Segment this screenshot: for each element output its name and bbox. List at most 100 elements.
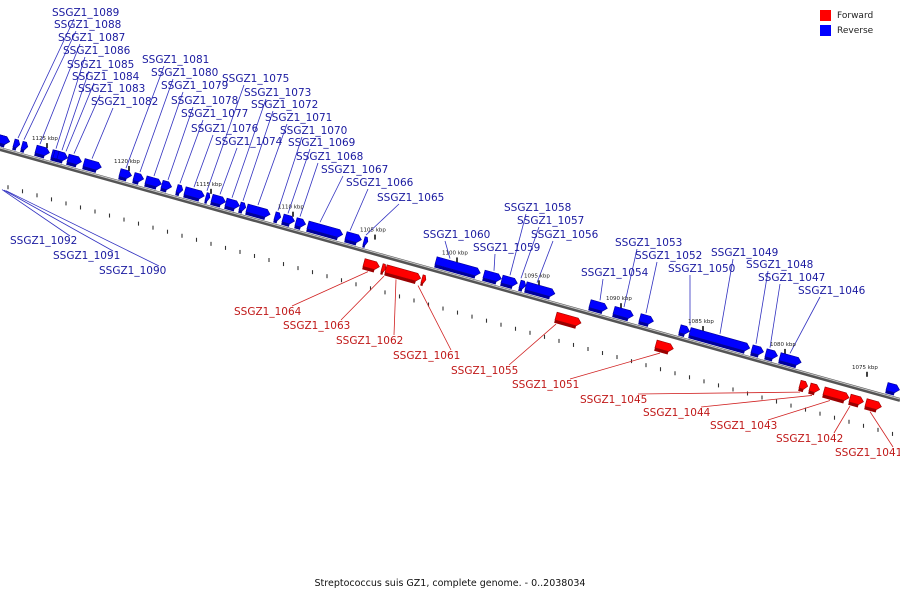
gene-arrow-ssgz1_1057 (518, 279, 527, 292)
leader-line (3, 189, 114, 252)
gene-label-ssgz1_1086: SSGZ1_1086 (63, 45, 131, 57)
gene-track (0, 134, 900, 413)
gene-shadow (678, 332, 685, 337)
leader-line (789, 296, 821, 354)
gene-shadow (848, 401, 859, 408)
gene-shadow (12, 146, 17, 151)
gene-label-ssgz1_1075: SSGZ1_1075 (222, 73, 289, 85)
gene-arrow-ssgz1_1087 (34, 144, 50, 159)
gene-arrow-ssgz1_1049 (688, 327, 751, 354)
gene-body (66, 153, 82, 165)
gene-label-ssgz1_1065: SSGZ1_1065 (377, 192, 444, 204)
gene-shadow (183, 194, 200, 202)
gene-arrow-ssgz1_1059 (482, 269, 502, 285)
tick-label: 1080 kbp (770, 342, 796, 348)
leader-line (242, 110, 274, 201)
gene-arrow-ssgz1_1078 (160, 179, 173, 193)
tick-label: 1120 kbp (114, 159, 140, 165)
gene-body (554, 311, 582, 327)
gene-shadow (612, 314, 629, 322)
leader-line (291, 271, 369, 307)
gene-arrow-ssgz1_1042 (848, 393, 864, 408)
gene-shadow (518, 287, 523, 292)
gene-label-ssgz1_1068: SSGZ1_1068 (296, 151, 363, 163)
gene-label-ssgz1_1061: SSGZ1_1061 (393, 350, 460, 362)
leader-line (193, 134, 214, 188)
leader-line (299, 162, 319, 217)
gene-body (144, 175, 162, 188)
gene-label-ssgz1_1080: SSGZ1_1080 (151, 67, 218, 79)
gene-shadow (344, 239, 357, 246)
gene-label-ssgz1_1056: SSGZ1_1056 (531, 229, 599, 241)
leader-line (536, 240, 554, 283)
legend: Forward Reverse (820, 8, 900, 38)
gene-shadow (638, 321, 649, 327)
legend-swatch-reverse (820, 25, 831, 36)
gene-arrow-ssgz1_1047 (764, 348, 778, 362)
gene-body (808, 382, 821, 393)
gene-arrow-ssgz1_1083 (66, 153, 82, 168)
leader-line (73, 94, 101, 154)
gene-arrow-ssgz1_1041 (864, 398, 882, 413)
gene-label-ssgz1_1073: SSGZ1_1073 (244, 87, 311, 99)
gene-body (0, 134, 10, 145)
gene-arrow-ssgz1_1064 (362, 258, 380, 273)
gene-shadow (554, 319, 577, 329)
leader-line (231, 98, 267, 198)
gene-body (822, 386, 850, 401)
gene-label-ssgz1_1046: SSGZ1_1046 (798, 285, 866, 297)
gene-shadow (822, 394, 845, 404)
gene-body (245, 203, 271, 218)
gene-body (183, 186, 205, 200)
leader-line (17, 18, 75, 139)
leader-line (206, 84, 245, 191)
gene-body (750, 344, 764, 356)
gene-arrow-ssgz1_1076 (183, 186, 205, 202)
genome-axis (0, 147, 900, 402)
gene-body (175, 184, 184, 194)
gene-arrow-ssgz1_1065 (362, 236, 369, 248)
gene-label-ssgz1_1091: SSGZ1_1091 (53, 250, 120, 262)
gene-label-ssgz1_1044: SSGZ1_1044 (643, 407, 711, 419)
leader-line (55, 56, 86, 149)
gene-label-ssgz1_1062: SSGZ1_1062 (336, 335, 403, 347)
gene-body (34, 144, 50, 156)
gene-body (638, 313, 654, 325)
leader-line (637, 391, 801, 395)
leader-line (23, 30, 77, 140)
gene-arrow-ssgz1_1069 (281, 213, 295, 227)
gene-body (885, 382, 900, 393)
leader-line (599, 278, 604, 301)
gene-label-ssgz1_1055: SSGZ1_1055 (451, 365, 518, 377)
gene-body (12, 138, 21, 149)
gene-arrow-ssgz1_1075 (204, 192, 211, 204)
gene-arrow-ssgz1_1080 (132, 172, 145, 185)
gene-body (362, 236, 369, 246)
gene-label-ssgz1_1077: SSGZ1_1077 (181, 108, 248, 120)
label-leader-lines (1, 18, 894, 448)
gene-shadow (20, 148, 25, 153)
gene-shadow (750, 352, 759, 358)
gene-body (20, 140, 29, 151)
gene-label-ssgz1_1058: SSGZ1_1058 (504, 202, 571, 214)
gene-arrow-ssgz1_1044 (808, 382, 821, 396)
gene-label-ssgz1_1042: SSGZ1_1042 (776, 433, 843, 445)
gene-body (500, 274, 518, 287)
gene-arrow-ssgz1_1084 (56, 150, 69, 164)
gene-shadow (688, 335, 745, 354)
gene-shadow (204, 200, 208, 204)
gene-shadow (588, 307, 603, 315)
leader-line (153, 91, 184, 177)
gene-shadow (434, 264, 476, 279)
gene-shadow (384, 272, 416, 284)
leader-line (869, 411, 894, 448)
gene-body (82, 158, 102, 171)
gene-arrow-ssgz1_1045 (798, 379, 809, 393)
gene-label-ssgz1_1076: SSGZ1_1076 (191, 123, 259, 135)
leader-line (393, 279, 397, 336)
gene-label-ssgz1_1057: SSGZ1_1057 (517, 215, 584, 227)
leader-line (65, 82, 95, 152)
gene-body (434, 256, 481, 277)
tick-label: 1090 kbp (606, 296, 632, 302)
tick-marks: 1125 kbp 1120 kbp 1115 kbp 1110 kbp 1105 kbp… (32, 136, 878, 377)
